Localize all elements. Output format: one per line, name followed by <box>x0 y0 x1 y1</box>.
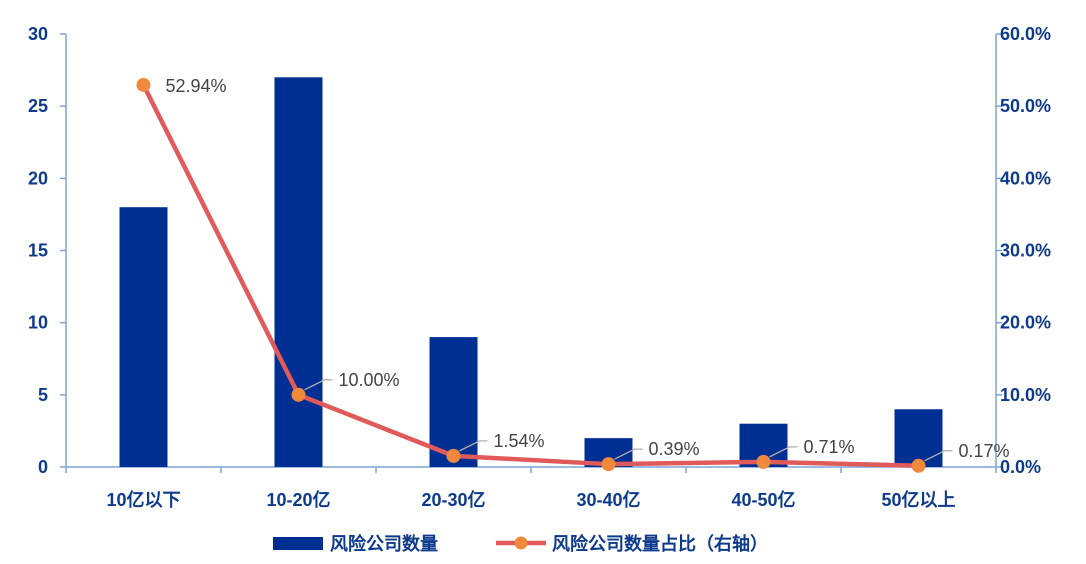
data-label: 0.17% <box>959 441 1010 461</box>
left-tick-label: 25 <box>28 96 48 116</box>
line-point <box>911 458 926 473</box>
x-tick-label: 20-30亿 <box>421 489 485 510</box>
right-tick-label: 50.0% <box>1000 96 1051 116</box>
line-point <box>756 454 771 469</box>
right-tick-label: 60.0% <box>1000 24 1051 44</box>
right-tick-label: 10.0% <box>1000 385 1051 405</box>
left-tick-label: 15 <box>28 241 48 261</box>
legend-label-line: 风险公司数量占比（右轴） <box>552 533 768 554</box>
bar <box>894 409 943 467</box>
label-leader <box>459 440 488 452</box>
x-tick-label: 50亿以上 <box>881 489 955 510</box>
left-tick-label: 30 <box>28 24 48 44</box>
line-point <box>291 387 306 402</box>
right-tick-label: 0.0% <box>1000 457 1041 477</box>
label-leader <box>614 448 643 460</box>
bar-series <box>119 77 943 468</box>
line-series <box>136 77 926 473</box>
right-tick-label: 30.0% <box>1000 241 1051 261</box>
legend-swatch-bars <box>273 537 323 550</box>
line-point <box>446 448 461 463</box>
left-y-axis: 0 5 10 15 20 25 30 <box>28 24 67 477</box>
data-labels: 52.94% 10.00% 1.54% 0.39% 0.71% 0.17% <box>166 76 1010 462</box>
left-tick-label: 10 <box>28 313 48 333</box>
x-tick-label: 40-50亿 <box>731 489 795 510</box>
data-label: 1.54% <box>494 431 545 451</box>
data-label: 10.00% <box>339 370 400 390</box>
x-tick-label: 10亿以下 <box>106 489 180 510</box>
line-point <box>136 77 151 92</box>
label-leader <box>769 446 798 458</box>
legend-swatch-marker <box>514 536 528 550</box>
x-tick-label: 10-20亿 <box>266 489 330 510</box>
right-tick-label: 20.0% <box>1000 313 1051 333</box>
bar <box>274 77 323 468</box>
label-leader <box>924 450 953 462</box>
left-tick-label: 0 <box>38 457 48 477</box>
line-point <box>601 457 616 472</box>
right-y-axis: 0.0% 10.0% 20.0% 30.0% 40.0% 50.0% 60.0% <box>995 24 1051 477</box>
right-tick-label: 40.0% <box>1000 168 1051 188</box>
label-leader <box>304 379 333 391</box>
left-tick-label: 20 <box>28 168 48 188</box>
legend: 风险公司数量 风险公司数量占比（右轴） <box>273 533 768 554</box>
x-axis: 10亿以下 10-20亿 20-30亿 30-40亿 40-50亿 50亿以上 <box>65 466 997 510</box>
data-label: 0.39% <box>649 439 700 459</box>
data-label: 52.94% <box>166 76 227 96</box>
x-tick-label: 30-40亿 <box>576 489 640 510</box>
legend-label-bars: 风险公司数量 <box>330 533 438 554</box>
series-line <box>141 82 921 469</box>
left-tick-label: 5 <box>38 385 48 405</box>
data-label: 0.71% <box>804 437 855 457</box>
bar <box>119 207 168 467</box>
